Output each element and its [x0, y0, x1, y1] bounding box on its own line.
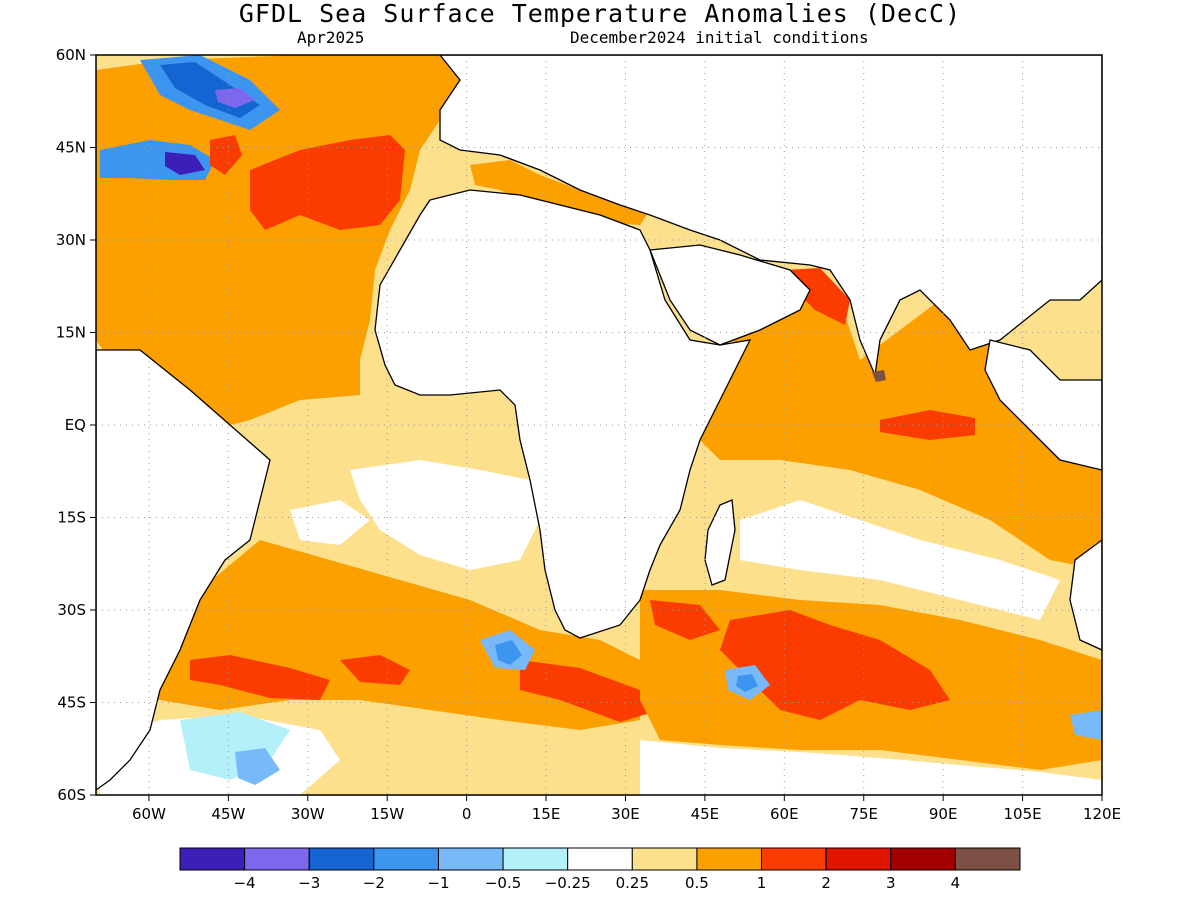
lon-tick-label: 30W — [291, 805, 325, 823]
colorbar-label: −0.5 — [485, 874, 521, 892]
madagascar-land — [704, 499, 736, 586]
colorbar-swatch — [825, 847, 892, 871]
colorbar-label: −2 — [363, 874, 385, 892]
lon-tick-label: 60E — [770, 805, 799, 823]
colorbar-label: 0.5 — [685, 874, 709, 892]
lat-tick-label: 45S — [57, 694, 86, 712]
colorbar-swatch — [890, 847, 956, 871]
maritime-continent-land — [984, 339, 1102, 471]
colorbar-label: −1 — [427, 874, 449, 892]
lon-tick-label: 120E — [1083, 805, 1121, 823]
initial-conditions-label: December2024 initial conditions — [570, 28, 869, 47]
colorbar-label: 4 — [951, 874, 961, 892]
lat-tick-label: 15S — [57, 509, 86, 527]
lon-tick-label: 45W — [211, 805, 245, 823]
equatorial-indian-hot-streak — [880, 410, 975, 440]
sri-lanka-land — [872, 370, 886, 382]
gulf-stream-hot-spot — [210, 135, 242, 175]
map-field — [96, 55, 1102, 795]
colorbar — [179, 847, 1021, 871]
south-atlantic-hot-streak-2 — [340, 655, 410, 685]
lat-tick-label: 45N — [56, 139, 86, 157]
colorbar-swatch — [437, 847, 504, 871]
lon-tick-label: 105E — [1004, 805, 1042, 823]
lat-tick-label: 60S — [57, 786, 86, 804]
colorbar-swatch — [308, 847, 375, 871]
indian-ocean-neutral-region — [740, 500, 1060, 620]
lon-tick-label: 45E — [691, 805, 720, 823]
gulf-stream-coldest-region — [165, 152, 205, 175]
lat-tick-label: 30N — [56, 231, 86, 249]
far-south-atlantic-colder-region — [235, 748, 280, 785]
lat-tick-label: 15N — [56, 324, 86, 342]
far-south-indian-cool-region — [640, 740, 1102, 795]
colorbar-swatch — [761, 847, 827, 871]
europe-asia-land — [439, 55, 1102, 378]
lat-tick-label: EQ — [65, 416, 86, 434]
longitude-axis: 60W 45W 30W 15W 0 15E 30E 45E 60E 75E 90E 105E 120E — [132, 795, 1121, 823]
south-indian-colder-spot — [736, 674, 758, 692]
south-america-land — [96, 349, 271, 791]
sw-australia-cold-spot — [1070, 710, 1102, 740]
mediterranean-warm-region — [470, 160, 650, 225]
south-atlantic-neutral-region — [350, 460, 540, 570]
colorbar-swatch — [696, 847, 763, 871]
colorbar-swatch — [502, 847, 569, 871]
colorbar-label: 0.25 — [616, 874, 649, 892]
lon-tick-label: 15W — [370, 805, 404, 823]
arabia-land — [649, 244, 811, 346]
tropical-atlantic-warm-region — [160, 330, 360, 430]
colorbar-label: 2 — [821, 874, 831, 892]
lon-tick-label: 0 — [462, 805, 472, 823]
colorbar-swatch — [567, 847, 633, 871]
colorbar-swatch — [179, 847, 246, 871]
latitude-axis: 60N 45N 30N 15N EQ 15S 30S 45S 60S — [56, 46, 96, 804]
south-indian-hot-band — [720, 610, 950, 720]
ne-atlantic-hot-region — [250, 135, 405, 230]
map-title: GFDL Sea Surface Temperature Anomalies (… — [238, 0, 962, 28]
colorbar-label: −3 — [298, 874, 320, 892]
lon-tick-label: 60W — [132, 805, 166, 823]
australia-land — [1069, 539, 1102, 651]
colorbar-swatch — [373, 847, 439, 871]
colorbar-label: −0.25 — [545, 874, 591, 892]
labrador-coldest-region — [215, 88, 255, 108]
colorbar-label: 1 — [757, 874, 767, 892]
agulhas-hot-streak — [520, 660, 660, 722]
colorbar-labels: −4 −3 −2 −1 −0.5 −0.25 0.25 0.5 1 2 3 4 — [234, 874, 961, 892]
lat-tick-label: 60N — [56, 46, 86, 64]
valid-month-label: Apr2025 — [297, 28, 365, 47]
colorbar-swatch — [954, 847, 1021, 871]
lon-tick-label: 15E — [532, 805, 561, 823]
south-atlantic-hot-streak — [190, 655, 330, 700]
colorbar-swatch — [631, 847, 698, 871]
colorbar-label: 3 — [886, 874, 896, 892]
colorbar-swatch — [244, 847, 310, 871]
south-atlantic-neutral-region-2 — [290, 500, 370, 545]
south-atlantic-colder-spot — [495, 640, 522, 665]
colorbar-label: −4 — [234, 874, 256, 892]
lat-tick-label: 30S — [57, 601, 86, 619]
lon-tick-label: 75E — [849, 805, 878, 823]
lon-tick-label: 30E — [611, 805, 640, 823]
lon-tick-label: 90E — [929, 805, 958, 823]
